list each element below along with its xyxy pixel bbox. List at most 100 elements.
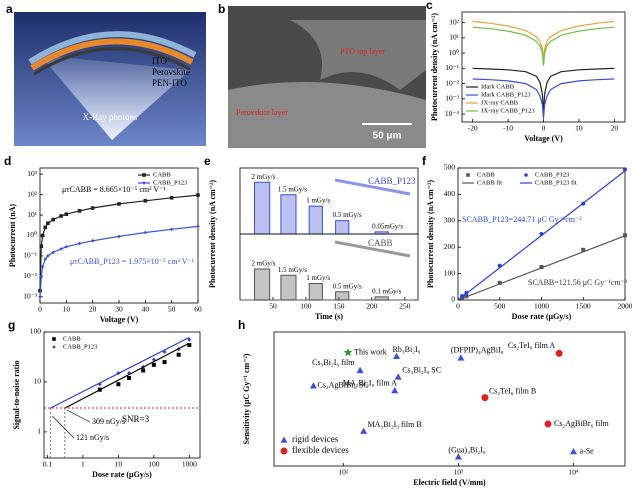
series-line — [472, 20, 615, 62]
data-point — [309, 382, 317, 389]
x-tick-label: 100 — [300, 302, 312, 311]
data-point — [623, 167, 627, 172]
data-point — [46, 254, 50, 258]
data-point — [38, 295, 42, 299]
x-tick-label: 1000 — [182, 460, 197, 469]
x-tick-label: 10³ — [454, 468, 465, 477]
x-tick-label: 20 — [611, 124, 619, 133]
data-point — [457, 354, 465, 361]
legend-marker — [52, 345, 56, 349]
point-label: (Gua)₃Bi₂I₉ — [448, 445, 485, 454]
data-point — [454, 453, 462, 460]
plot-frame — [273, 331, 626, 467]
panel-letter: d — [4, 154, 11, 168]
data-point — [143, 198, 148, 203]
point-label: Cs₃Bi₂I₉ SC — [402, 366, 441, 375]
point-label: Cs₃Bi₂I₉ film — [312, 358, 355, 367]
y-tick-label: 10⁰ — [448, 48, 459, 57]
data-point — [39, 274, 44, 279]
x-tick-label: 10 — [63, 305, 71, 314]
data-point — [544, 420, 552, 428]
annotation: μτCABB_P123 = 1.975×10⁻⁵ cm² V⁻¹ — [70, 257, 195, 266]
x-tick-label: 1 — [81, 460, 85, 469]
data-point — [360, 427, 368, 434]
x-tick-label: 40 — [142, 305, 150, 314]
legend-label: CABB_P123 fit — [535, 179, 577, 186]
data-point — [117, 234, 121, 239]
data-point — [51, 217, 55, 222]
layer-label: PEN-ITO — [152, 78, 187, 88]
data-point — [77, 241, 82, 246]
dose-label: 0.05mGy/s — [372, 223, 403, 231]
point-label: a-Se — [580, 446, 595, 455]
data-point — [64, 212, 69, 217]
data-point — [481, 394, 489, 402]
dose-label: 1.5 mGy/s — [278, 266, 307, 274]
dose-label: 2 mGy/s — [252, 260, 276, 268]
x-tick-label: 0.1 — [43, 460, 53, 469]
data-point — [143, 230, 148, 235]
y-tick-label: 500 — [444, 163, 456, 172]
legend-label: Idark CABB — [481, 83, 515, 90]
x-tick-label: 20 — [89, 305, 97, 314]
dose-label: 1 mGy/s — [306, 197, 330, 205]
y-tick-label: 10¹ — [27, 210, 37, 219]
y-tick-label: 10⁻¹ — [445, 63, 459, 72]
data-point — [77, 209, 82, 213]
point-label: This work — [354, 347, 387, 356]
dose-label: 0.5 mGy/s — [333, 211, 362, 219]
x-tick-label: 2000 — [618, 302, 632, 311]
x-tick-label: 10 — [575, 124, 583, 133]
data-point — [43, 225, 48, 230]
x-axis-label: Time (s) — [315, 312, 343, 321]
data-point — [394, 373, 402, 380]
x-axis-label: Voltage (V) — [100, 315, 139, 324]
pen-ito-layer — [33, 47, 191, 76]
fit-line — [457, 235, 626, 301]
sem-label: Perovskite layer — [236, 108, 288, 117]
legend-label: CABB — [477, 171, 495, 178]
x-tick-label: 500 — [494, 302, 506, 311]
data-point — [187, 337, 192, 342]
legend-label: CABB fit — [477, 179, 502, 186]
y-tick-label: 10⁻² — [23, 271, 37, 280]
caption: X-Ray photons — [83, 112, 138, 122]
annotation: SCABB=121.56 μC Gy⁻¹cm⁻² — [528, 278, 628, 287]
y-tick-label: 100 — [444, 268, 456, 277]
x-axis-label: Voltage (V) — [524, 134, 563, 143]
dose-label: 0.5 mGy/s — [333, 282, 362, 290]
y-tick-label: 10² — [27, 189, 38, 198]
ito-layer — [28, 31, 197, 65]
sem-texture — [290, 20, 426, 90]
y-tick-label: 10³ — [27, 169, 38, 178]
data-point — [117, 202, 121, 206]
data-point — [169, 227, 174, 232]
x-axis-label: Dose rate (μGy/s) — [92, 470, 152, 479]
legend-marker — [52, 337, 56, 341]
fit-line — [50, 336, 190, 409]
dose-label: 1.5 mGy/s — [278, 185, 307, 193]
data-point — [169, 195, 174, 200]
legend-marker — [142, 173, 146, 177]
point-label: Cs₂TeI₆ film A — [508, 341, 555, 350]
data-point — [64, 245, 69, 249]
legend-marker — [466, 173, 470, 177]
data-point — [176, 352, 181, 357]
x-tick-label: 0 — [542, 124, 546, 133]
y-axis-label: Signal-to-noise ratio — [12, 360, 21, 429]
point-label: Cs₂AgBiBr₆ film — [554, 419, 609, 428]
y-tick-label: 10⁻³ — [23, 292, 37, 301]
data-point — [393, 352, 400, 359]
x-tick-label: 10⁴ — [568, 468, 579, 477]
series-label: CABB — [368, 238, 393, 248]
data-point — [581, 247, 586, 252]
data-point — [343, 348, 353, 357]
y-tick-label: 0 — [451, 295, 455, 304]
data-point — [497, 280, 502, 285]
data-point — [59, 247, 63, 251]
point-label: MA₃Bi₂I₉ film A — [343, 378, 397, 387]
threshold-label: SNR=3 — [122, 414, 150, 424]
legend-label: JX-ray CABB — [481, 99, 519, 106]
lod-label: 309 nGy/s — [92, 417, 125, 426]
